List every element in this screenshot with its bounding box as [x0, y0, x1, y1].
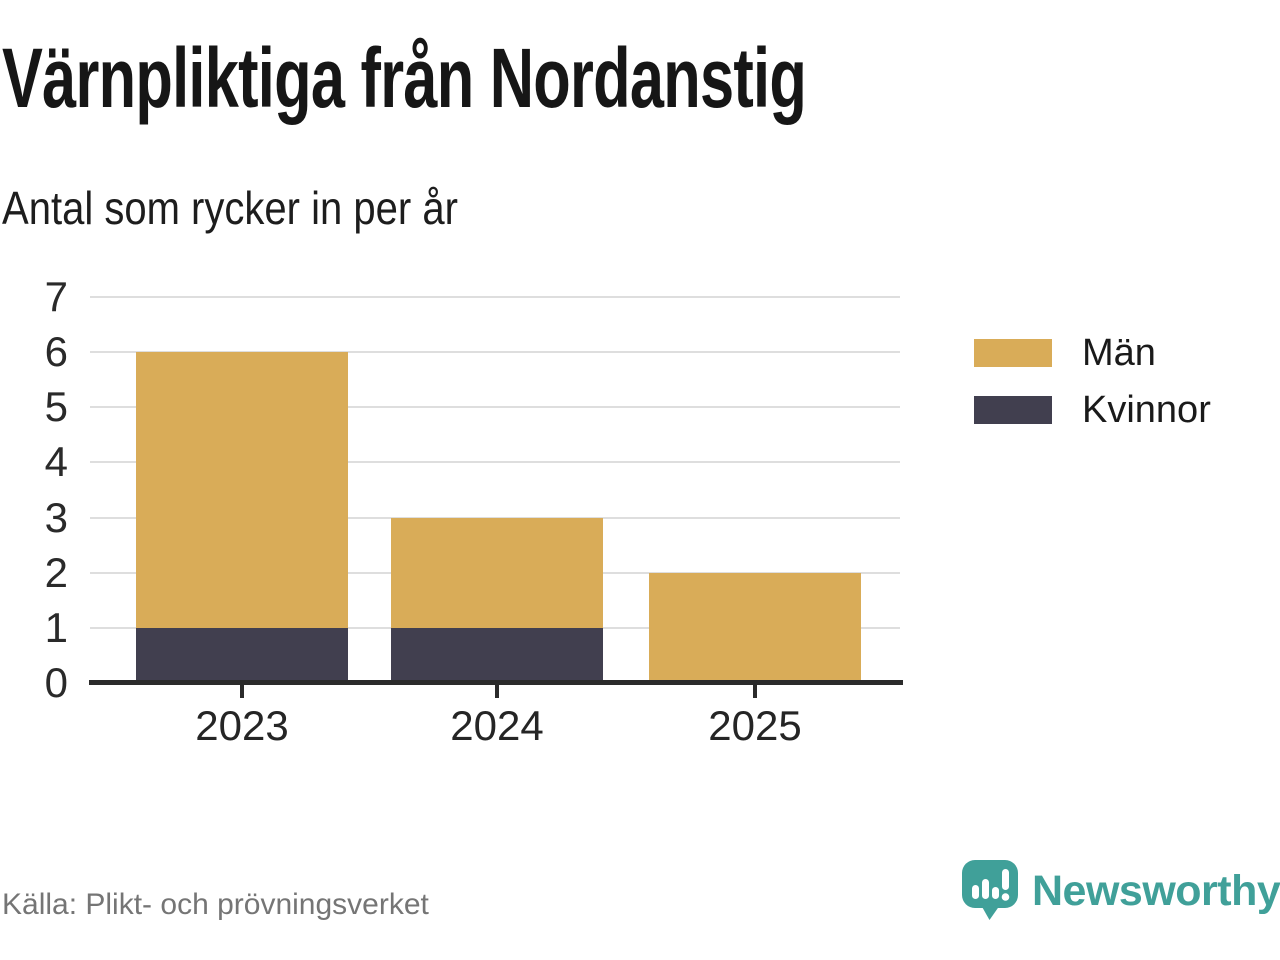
y-axis-label-2: 2 [44, 548, 68, 596]
y-axis-label-6: 6 [44, 328, 68, 376]
x-axis-label-2025: 2025 [708, 702, 802, 749]
bar-segment-män-2023 [136, 352, 348, 628]
brand-name: Newsworthy [1032, 866, 1280, 915]
x-axis-line [89, 680, 903, 685]
y-axis-label-0: 0 [44, 659, 68, 706]
gridline-y6 [90, 351, 900, 354]
legend-label-män: Män [1082, 331, 1156, 374]
newsworthy-logo-icon [962, 860, 1018, 920]
y-axis-label-5: 5 [44, 383, 68, 431]
bar-segment-kvinnor-2023 [136, 627, 348, 683]
bar-segment-män-2024 [391, 517, 603, 628]
chart-title: Värnpliktiga från Nordanstig [2, 31, 807, 125]
x-axis-tick-2023 [240, 685, 244, 698]
source-note: Källa: Plikt- och prövningsverket [2, 888, 429, 921]
x-axis-label-2023: 2023 [195, 702, 289, 749]
legend-swatch-män [974, 339, 1052, 367]
gridline-y5 [90, 406, 900, 409]
gridline-y4 [90, 461, 900, 464]
y-axis-label-3: 3 [44, 493, 68, 541]
bar-segment-män-2025 [649, 572, 861, 683]
legend: Män Kvinnor [974, 332, 1211, 453]
legend-label-kvinnor: Kvinnor [1082, 388, 1211, 431]
x-axis-tick-2024 [495, 685, 499, 698]
x-axis-label-2024: 2024 [450, 702, 544, 749]
legend-swatch-kvinnor [974, 396, 1052, 424]
brand-logo: Newsworthy [962, 860, 1280, 922]
gridline-y7 [90, 296, 900, 298]
y-axis-label-4: 4 [44, 438, 68, 486]
chart-subtitle: Antal som rycker in per år [2, 182, 458, 234]
bar-segment-kvinnor-2024 [391, 627, 603, 683]
x-axis-tick-2025 [753, 685, 757, 698]
legend-item-kvinnor: Kvinnor [974, 389, 1211, 431]
legend-item-män: Män [974, 332, 1211, 374]
y-axis-label-7: 7 [44, 273, 68, 320]
y-axis-label-1: 1 [44, 603, 68, 651]
